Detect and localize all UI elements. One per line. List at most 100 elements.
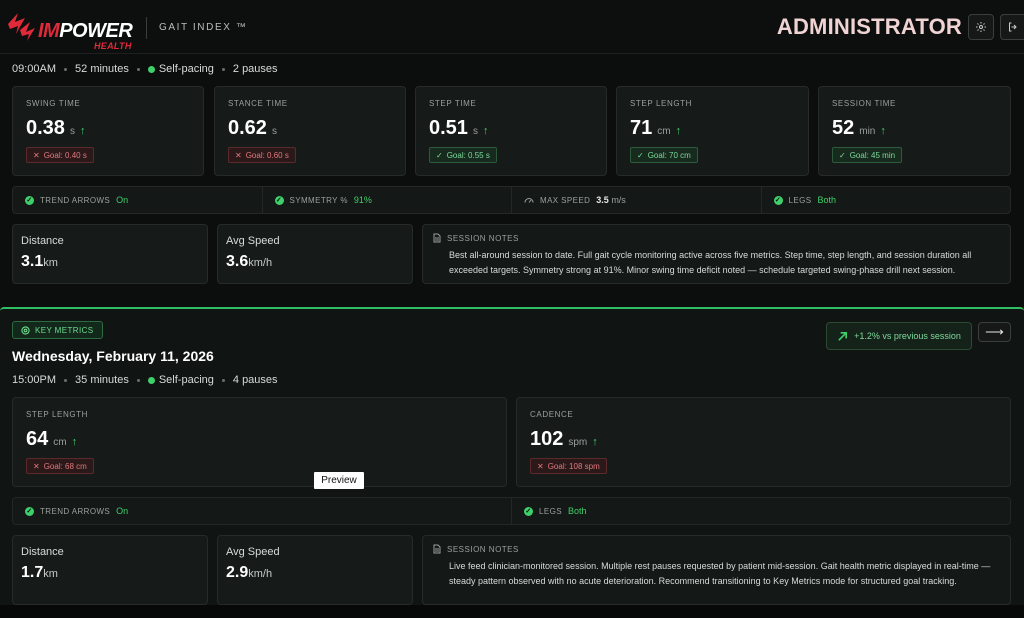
check-circle-icon: ✓ bbox=[25, 195, 34, 205]
metric-card-step-time[interactable]: STEP TIME 0.51 s ↑ ✓ Goal: 0.55 s bbox=[415, 86, 607, 176]
session-time: 09:00AM bbox=[12, 63, 57, 75]
goal-badge: ✕ Goal: 68 cm bbox=[26, 458, 94, 474]
metric-label: STEP LENGTH bbox=[630, 99, 693, 108]
metric-card-step-length[interactable]: STEP LENGTH 71 cm ↑ ✓ Goal: 70 cm bbox=[616, 86, 809, 176]
app-header: IMPOWER HEALTH GAIT INDEX ™ ADMINISTRATO… bbox=[0, 0, 1024, 54]
metric-value: 0.38 s ↑ bbox=[26, 117, 86, 139]
miss-icon: ✕ bbox=[537, 461, 544, 471]
metric-value: 102 spm ↑ bbox=[530, 428, 598, 450]
metric-value: 52 min ↑ bbox=[832, 117, 886, 139]
preview-tooltip: Preview bbox=[314, 472, 364, 489]
distance-card: Distance 3.1 km bbox=[12, 224, 208, 284]
metric-label: STEP LENGTH bbox=[26, 410, 89, 419]
impower-health-logo[interactable]: IMPOWER HEALTH bbox=[6, 10, 140, 51]
separator-dot bbox=[64, 67, 68, 71]
session-date-title: Wednesday, February 11, 2026 bbox=[12, 348, 214, 364]
metric-label: CADENCE bbox=[530, 410, 574, 419]
session-time: 15:00PM bbox=[12, 374, 57, 386]
distance-card: Distance 1.7 km bbox=[12, 535, 208, 605]
session-notes-text: Best all-around session to date. Full ga… bbox=[449, 250, 972, 275]
check-icon: ✓ bbox=[839, 150, 846, 160]
metric-value: 71 cm ↑ bbox=[630, 117, 682, 139]
check-icon: ✓ bbox=[436, 150, 443, 160]
metric-value: 0.51 s ↑ bbox=[429, 117, 489, 139]
logo-mark-icon bbox=[8, 13, 35, 41]
key-metrics-badge: KEY METRICS bbox=[12, 321, 103, 339]
live-indicator-icon bbox=[147, 65, 155, 73]
product-title: GAIT INDEX ™ bbox=[159, 22, 248, 33]
separator-dot bbox=[221, 67, 225, 71]
speedometer-icon bbox=[524, 198, 534, 203]
goal-badge: ✓ Goal: 45 min bbox=[832, 147, 903, 163]
miss-icon: ✕ bbox=[33, 461, 40, 471]
comparison-badge: +1.2% vs previous session bbox=[826, 322, 972, 350]
check-circle-icon: ✓ bbox=[524, 506, 533, 516]
goal-badge: ✕ Goal: 108 spm bbox=[530, 458, 607, 474]
session1-meta: 09:00AM 52 minutes Self-pacing 2 pauses bbox=[12, 63, 278, 75]
session-mode: Self-pacing bbox=[158, 63, 214, 75]
session2-meta: 15:00PM 35 minutes Self-pacing 4 pauses bbox=[12, 374, 278, 386]
miss-icon: ✕ bbox=[33, 150, 40, 160]
arrow-right-icon: ⟶ bbox=[985, 324, 1004, 339]
settings-button[interactable] bbox=[968, 14, 994, 40]
next-arrow-button[interactable]: ⟶ bbox=[978, 322, 1011, 342]
session2-flags-bar: ✓ TREND ARROWS On ✓ LEGS Both bbox=[12, 497, 1011, 525]
metric-card-swing-time[interactable]: SWING TIME 0.38 s ↑ ✕ Goal: 0.40 s bbox=[12, 86, 204, 176]
flag-trend-arrows: ✓ TREND ARROWS On bbox=[13, 187, 263, 213]
goal-badge: ✕ Goal: 0.40 s bbox=[26, 147, 94, 163]
session-pauses: 4 pauses bbox=[232, 374, 278, 386]
metric-label: STANCE TIME bbox=[228, 99, 288, 108]
metric-label: SWING TIME bbox=[26, 99, 81, 108]
trend-up-right-icon bbox=[838, 331, 848, 341]
check-circle-icon: ✓ bbox=[773, 195, 783, 205]
metric-value: 0.62 s bbox=[228, 117, 277, 139]
session-duration: 35 minutes bbox=[75, 374, 129, 386]
goal-badge: ✓ Goal: 70 cm bbox=[630, 147, 698, 163]
trend-up-icon: ↑ bbox=[482, 125, 489, 137]
document-icon bbox=[433, 233, 441, 243]
miss-icon: ✕ bbox=[235, 150, 242, 160]
brand-name: IMPOWER bbox=[38, 20, 133, 42]
metric-value: 64 cm ↑ bbox=[26, 428, 78, 450]
header-divider bbox=[146, 17, 147, 39]
brand-sub: HEALTH bbox=[94, 41, 132, 51]
flag-legs: ✓ LEGS Both bbox=[524, 506, 587, 516]
trend-up-icon: ↑ bbox=[71, 436, 78, 448]
check-circle-icon: ✓ bbox=[25, 506, 34, 516]
trend-up-icon: ↑ bbox=[79, 125, 86, 137]
avg-speed-card: Avg Speed 3.6 km/h bbox=[217, 224, 413, 284]
session-notes-card: SESSION NOTES Live feed clinician-monito… bbox=[422, 535, 1011, 605]
logout-icon bbox=[1008, 22, 1017, 32]
footer-band bbox=[0, 605, 1024, 618]
session-notes-card: SESSION NOTES Best all-around session to… bbox=[422, 224, 1011, 284]
live-indicator-icon bbox=[147, 376, 155, 384]
target-icon bbox=[21, 325, 30, 335]
metric-card-session-time[interactable]: SESSION TIME 52 min ↑ ✓ Goal: 45 min bbox=[818, 86, 1011, 176]
flag-symmetry: ✓ SYMMETRY % 91% bbox=[263, 187, 512, 213]
session-notes-text: Live feed clinician-monitored session. M… bbox=[449, 561, 991, 586]
session-mode: Self-pacing bbox=[158, 374, 214, 386]
session-duration: 52 minutes bbox=[75, 63, 129, 75]
metric-card-stance-time[interactable]: STANCE TIME 0.62 s ✕ Goal: 0.60 s bbox=[214, 86, 406, 176]
metric-card-step-length-2[interactable]: STEP LENGTH 64 cm ↑ ✕ Goal: 68 cm bbox=[12, 397, 507, 487]
role-title: ADMINISTRATOR bbox=[776, 14, 962, 39]
gear-icon bbox=[976, 22, 986, 32]
avg-speed-card: Avg Speed 2.9 km/h bbox=[217, 535, 413, 605]
trend-up-icon: ↑ bbox=[675, 125, 682, 137]
trend-up-icon: ↑ bbox=[880, 125, 886, 137]
metric-card-cadence[interactable]: CADENCE 102 spm ↑ ✕ Goal: 108 spm bbox=[516, 397, 1011, 487]
logout-button[interactable] bbox=[1000, 14, 1024, 40]
goal-badge: ✓ Goal: 0.55 s bbox=[429, 147, 497, 163]
session1-flags-bar: ✓ TREND ARROWS On ✓ SYMMETRY % 91% MAX S… bbox=[12, 186, 1011, 214]
trend-up-icon: ↑ bbox=[592, 436, 598, 448]
document-icon bbox=[433, 544, 441, 554]
flag-max-speed: MAX SPEED 3.5 m/s bbox=[512, 187, 762, 213]
metric-label: STEP TIME bbox=[429, 99, 477, 108]
flag-trend-arrows: ✓ TREND ARROWS On bbox=[13, 498, 512, 524]
flag-legs: ✓ LEGS Both bbox=[773, 195, 836, 205]
separator-dot bbox=[136, 378, 140, 382]
separator-dot bbox=[64, 378, 68, 382]
session-pauses: 2 pauses bbox=[232, 63, 278, 75]
goal-badge: ✕ Goal: 0.60 s bbox=[228, 147, 296, 163]
separator-dot bbox=[221, 378, 225, 382]
